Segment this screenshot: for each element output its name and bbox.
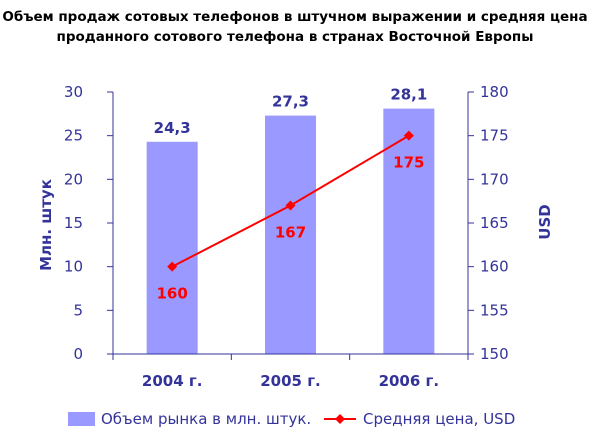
x-category-label: 2006 г. [379,372,440,390]
price-point-marker [403,130,414,141]
price-point-marker [285,200,296,211]
right-tick-label: 175 [480,127,509,145]
bar-value-label: 28,1 [390,86,427,104]
right-axis-title: USD [536,204,554,239]
bar [383,108,435,355]
bar [146,141,198,354]
price-value-label: 175 [393,154,424,172]
axes: 0 5 10 15 20 25 30 150 155 160 165 170 175 180 2004 г.… [64,83,509,390]
right-tick-label: 180 [480,83,509,101]
legend-line-label: Средняя цена, USD [363,410,515,428]
left-tick-label: 30 [64,83,83,101]
legend-bar-swatch [68,412,95,426]
left-tick-label: 10 [64,258,83,276]
price-value-label: 160 [157,285,188,303]
legend: Объем рынка в млн. штук. Средняя цена, U… [68,410,515,428]
line-series [167,130,414,272]
left-tick-label: 25 [64,127,83,145]
chart-title-line2: проданного сотового телефона в странах В… [57,29,534,45]
price-value-label: 167 [275,224,306,242]
legend-line-marker [335,414,345,424]
right-tick-label: 170 [480,170,509,188]
bar-series [146,108,435,355]
x-category-label: 2005 г. [260,372,321,390]
left-axis-title: Млн. штук [37,179,55,271]
legend-bar-label: Объем рынка в млн. штук. [101,410,311,428]
right-tick-label: 160 [480,258,509,276]
data-labels: 24,3 27,3 28,1 160 167 175 [154,86,428,303]
left-tick-label: 20 [64,170,83,188]
x-category-label: 2004 г. [142,372,203,390]
price-point-marker [167,261,178,272]
right-tick-label: 155 [480,301,509,319]
bar-value-label: 24,3 [154,119,191,137]
left-tick-label: 15 [64,214,83,232]
right-tick-label: 150 [480,345,509,363]
left-tick-label: 5 [73,301,83,319]
bar-value-label: 27,3 [272,93,309,111]
chart-title-line1: Объем продаж сотовых телефонов в штучном… [2,9,587,25]
left-tick-label: 0 [73,345,83,363]
bar [265,115,316,354]
right-tick-label: 165 [480,214,509,232]
